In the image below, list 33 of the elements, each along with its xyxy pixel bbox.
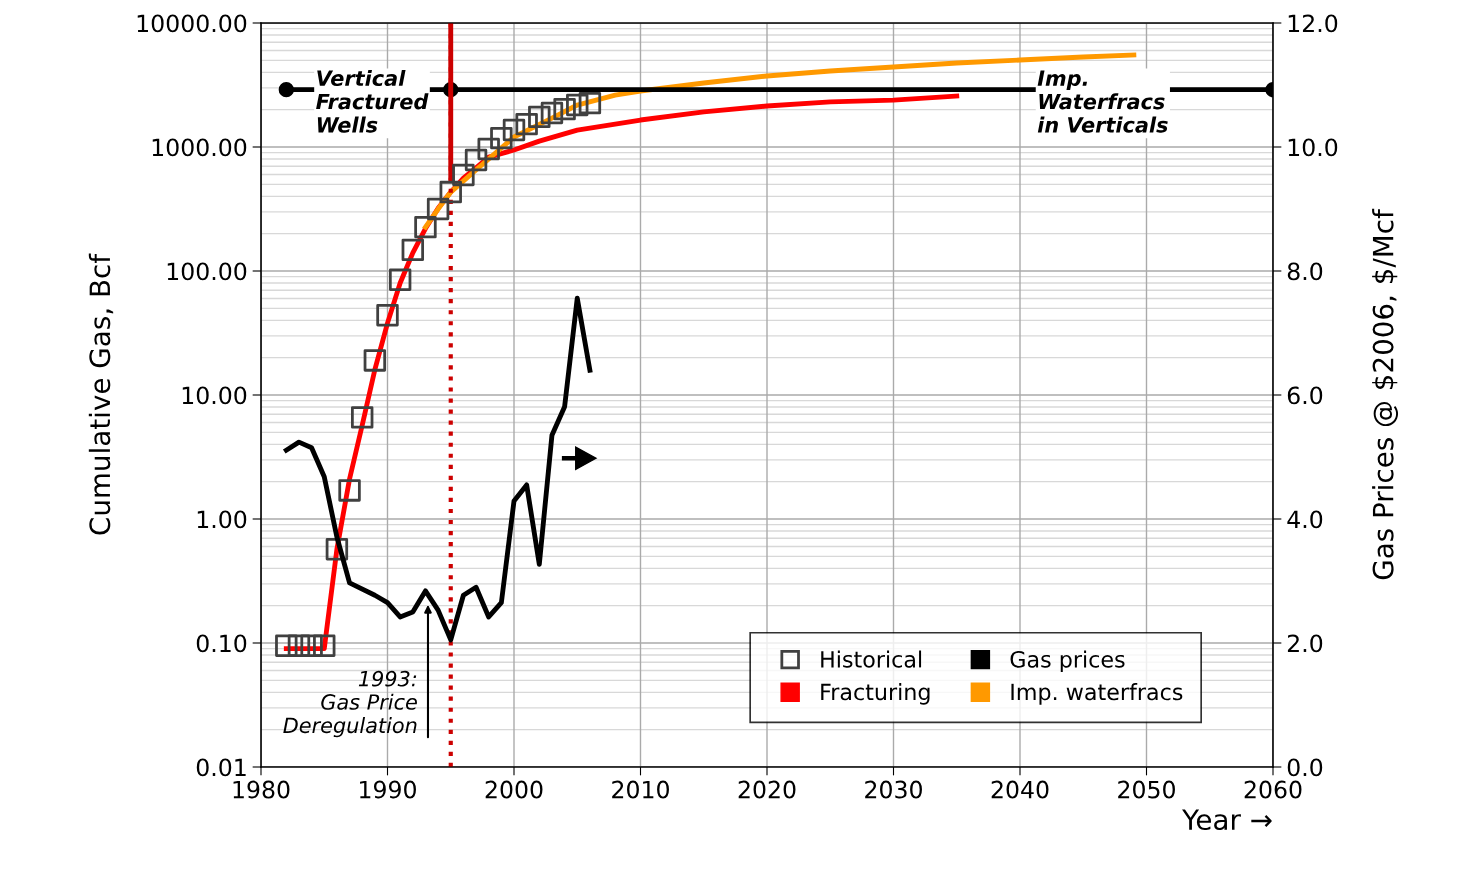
x-tick-label: 2050: [1118, 780, 1175, 799]
y-tick-label: 100.00: [167, 262, 247, 281]
y2-tick-label: 0.0: [1287, 758, 1323, 777]
y2-tick-label: 6.0: [1287, 386, 1323, 405]
x-tick-label: 2030: [865, 780, 922, 799]
y-tick-label: 0.10: [196, 634, 247, 653]
y-tick-label: 10.00: [182, 386, 247, 405]
x-tick-label: 1980: [233, 780, 290, 799]
x-tick-label: 2020: [738, 780, 796, 799]
annotation: Imp. Waterfracs in Verticals: [1037, 70, 1168, 133]
x-tick-label: 2060: [1244, 780, 1302, 799]
y2-tick-label: 4.0: [1287, 510, 1323, 529]
y2-axis-title: Gas Prices @ $2006, $/Mcf: [1372, 208, 1399, 580]
legend-label: Gas prices: [1010, 650, 1125, 673]
x-axis-title: Year →: [1182, 809, 1272, 831]
y-tick-label: 0.01: [196, 758, 246, 777]
y2-tick-label: 8.0: [1287, 262, 1323, 281]
y-tick-label: 1000.00: [152, 138, 247, 157]
y2-tick-label: 10.0: [1288, 138, 1338, 157]
x-tick-label: 2010: [612, 780, 669, 799]
y-tick-label: 10000.00: [137, 14, 247, 33]
legend-label: Fracturing: [821, 683, 930, 705]
legend-label: Historical: [821, 650, 922, 668]
x-tick-label: 2040: [991, 780, 1049, 799]
x-tick-label: 2000: [485, 780, 543, 799]
y2-tick-label: 2.0: [1287, 634, 1323, 653]
y-tick-label: 1.00: [197, 510, 247, 529]
annotation: 1993: Gas Price Deregulation: [283, 670, 417, 738]
y-axis-title: Cumulative Gas, Bcf: [88, 253, 114, 535]
annotation: Vertical Fractured Wells: [316, 69, 429, 133]
legend-label: Imp. waterfracs: [1011, 683, 1183, 705]
y2-tick-label: 12.0: [1288, 14, 1338, 33]
x-tick-label: 1990: [360, 780, 416, 799]
